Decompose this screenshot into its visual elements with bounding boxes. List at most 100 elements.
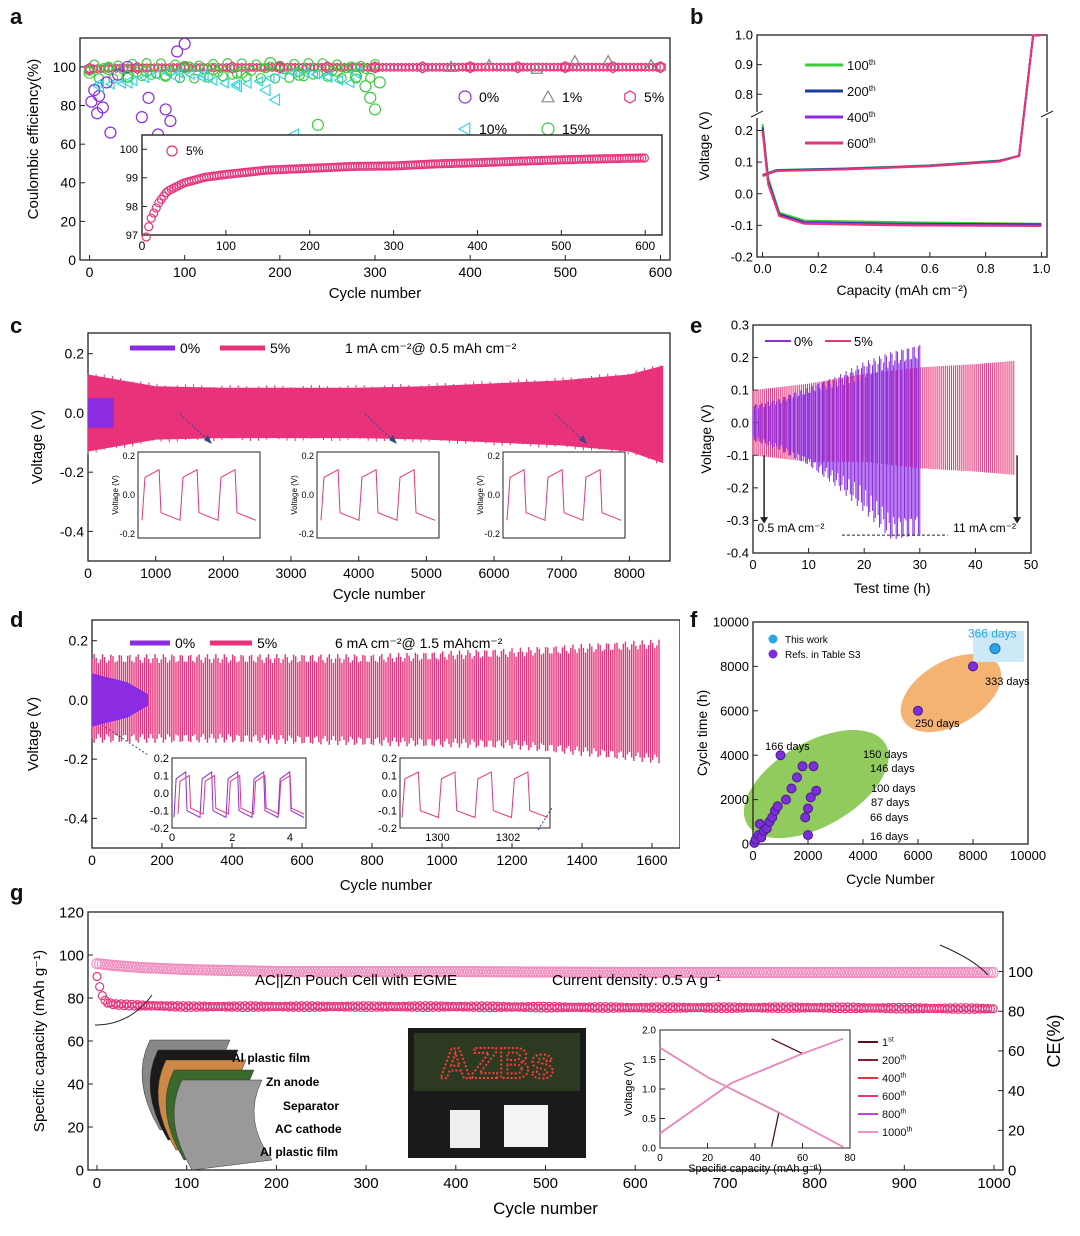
- chart-g-ce-point: [322, 965, 335, 978]
- chart-a-y-tick-label: 40: [60, 175, 76, 191]
- chart-g-ce-point: [817, 966, 830, 979]
- chart-a-15pct-point: [303, 58, 314, 69]
- chart-f-day-label: 87 days: [871, 797, 910, 809]
- chart-g-ce-point: [879, 966, 892, 979]
- chart-b-legend-label: 600th: [847, 135, 876, 151]
- chart-g-ce-point: [478, 966, 491, 978]
- chart-a-0pct-point: [159, 103, 172, 116]
- chart-c-inset-arrowhead: [389, 435, 397, 444]
- chart-g-inset-legend-label: 200th: [882, 1054, 906, 1067]
- chart-b-y-tick-label: 0.1: [735, 155, 753, 170]
- chart-g-ce-point: [761, 966, 773, 979]
- chart-g-ce-point: [917, 966, 929, 979]
- chart-g-ce-point: [931, 966, 943, 979]
- chart-g-ce-point: [468, 966, 480, 978]
- chart-g-ce-point: [535, 966, 547, 978]
- chart-f-ref-point: [808, 761, 819, 772]
- chart-g-ce-point: [855, 966, 867, 979]
- chart-g-ce-point: [863, 966, 875, 979]
- chart-g-ce-point: [462, 966, 474, 978]
- chart-a-5pct-point: [469, 62, 479, 72]
- chart-g-ce-point: [748, 966, 760, 979]
- chart-g-ce-point: [834, 966, 846, 979]
- chart-g-ce-point: [242, 965, 254, 977]
- chart-e-y-tick-label: -0.4: [727, 546, 749, 561]
- chart-b-axis-break-mask: [751, 112, 1053, 118]
- chart-f-cluster-ellipse-green: [743, 729, 889, 839]
- chart-a-5pct-point: [622, 62, 631, 72]
- chart-a-5pct-point: [477, 62, 486, 72]
- chart-f-x-tick-label: 6000: [904, 848, 933, 863]
- chart-b-y-tick-label: 0.9: [735, 57, 753, 72]
- chart-g-ce-point: [586, 966, 598, 978]
- chart-g-ce-point: [581, 966, 593, 978]
- chart-a-0pct-point: [96, 101, 109, 114]
- chart-g-y-tick-label: 120: [59, 904, 84, 921]
- chart-f-x-tick-label: 0: [749, 848, 756, 863]
- chart-a-inset-point: [151, 203, 161, 213]
- chart-g-ce-point: [293, 965, 305, 978]
- chart-g-y2-tick-label: 100: [1008, 964, 1033, 981]
- chart-a-5pct-point: [271, 62, 281, 73]
- chart-a-5pct-point: [512, 60, 524, 74]
- chart-g-ce-point: [540, 966, 552, 978]
- chart-b-x-tick-label: 0.8: [977, 261, 995, 276]
- chart-g-ce-point: [303, 965, 316, 978]
- chart-g-ce-point: [847, 966, 859, 979]
- chart-g-ce-point: [664, 966, 676, 979]
- chart-c-inset-ylabel: Voltage (V): [476, 475, 485, 515]
- chart-g-ce-point: [538, 966, 550, 978]
- chart-a-10pct-point: [168, 70, 181, 84]
- chart-g-x-tick-label: 300: [354, 1175, 379, 1192]
- chart-g-ce-point: [960, 966, 972, 979]
- chart-c-x-tick-label: 3000: [275, 565, 306, 581]
- chart-b-x-tick-label: 0.6: [921, 261, 939, 276]
- chart-a-5pct-point: [561, 62, 570, 72]
- chart-g-ce-point: [492, 966, 504, 978]
- chart-g-ce-point: [756, 966, 768, 979]
- chart-b-xlabel: Capacity (mAh cm⁻²): [836, 282, 967, 298]
- chart-a-5pct-point: [648, 62, 657, 72]
- chart-g-ce-point: [201, 964, 213, 976]
- chart-a-inset-x-tick-label: 0: [139, 239, 146, 253]
- chart-a-10pct-point: [230, 79, 243, 93]
- chart-g-schematic-label: Al plastic film: [232, 1051, 310, 1065]
- chart-g-x-tick-label: 600: [623, 1175, 648, 1192]
- chart-e-x-tick-label: 40: [968, 557, 982, 572]
- chart-a-5pct-point: [496, 62, 505, 72]
- chart-g-ce-point: [363, 965, 375, 978]
- chart-a-5pct-point: [481, 62, 490, 72]
- chart-g-ce-point: [939, 966, 951, 979]
- chart-g-ce-point: [893, 966, 905, 979]
- chart-d-inset-tick-label: 0.1: [382, 771, 397, 783]
- chart-g-ce-point: [877, 966, 889, 979]
- chart-g-ce-point: [694, 966, 706, 979]
- chart-g-ce-point: [220, 964, 232, 977]
- chart-a-inset-point: [144, 222, 154, 232]
- chart-g-photo-led-text: AZBs: [440, 1039, 555, 1088]
- chart-c-x-tick-label: 6000: [478, 565, 509, 581]
- chart-g-ce-point: [804, 966, 816, 979]
- chart-a-5pct-point: [549, 62, 558, 72]
- chart-a-5pct-point: [500, 62, 509, 72]
- chart-g-ce-point: [801, 966, 814, 979]
- chart-g-ce-point: [621, 966, 633, 979]
- chart-e-annotation-right: 11 mA cm⁻²: [953, 521, 1016, 535]
- chart-g-ce-point: [904, 966, 916, 979]
- chart-f-day-label: 16 days: [870, 831, 909, 843]
- chart-g-ce-point: [546, 966, 558, 978]
- chart-a-5pct-point: [655, 60, 666, 74]
- chart-a-x-tick-label: 100: [173, 264, 197, 280]
- chart-b-y-tick-label: -0.1: [731, 218, 753, 233]
- chart-a-15pct-point: [365, 72, 376, 83]
- chart-g-ce-point: [726, 966, 738, 979]
- chart-g-ce-point: [766, 966, 779, 979]
- chart-g-ce-point: [882, 966, 894, 979]
- chart-g-ce-point: [320, 965, 332, 978]
- chart-f-ref-point: [968, 661, 978, 672]
- chart-g-ce-point: [656, 966, 668, 979]
- chart-a-5pct-point: [84, 62, 95, 76]
- chart-d-inset-trace: [173, 771, 305, 819]
- chart-g-ce-point: [570, 966, 582, 978]
- chart-g-ce-point: [591, 966, 604, 978]
